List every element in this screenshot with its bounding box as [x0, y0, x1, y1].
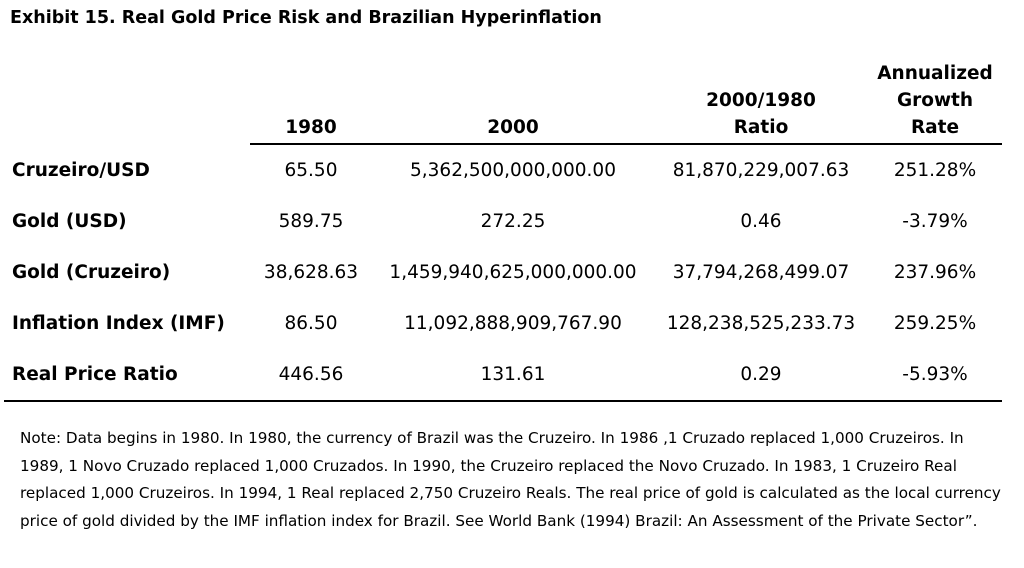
cell-growth: 251.28% — [893, 160, 977, 181]
cell-1980: 589.75 — [278, 211, 344, 232]
header-growth-line2: Growth — [896, 90, 974, 111]
cell-1980: 65.50 — [284, 160, 338, 181]
table-row: Inflation Index (IMF) 86.50 11,092,888,9… — [4, 298, 1002, 349]
header-growth-line3: Rate — [910, 117, 960, 138]
footnote: Note: Data begins in 1980. In 1980, the … — [20, 429, 1001, 530]
cell-ratio: 0.29 — [654, 349, 868, 402]
cell-2000: 131.61 — [372, 349, 654, 402]
row-label: Inflation Index (IMF) — [12, 313, 225, 334]
row-label: Cruzeiro/USD — [12, 159, 150, 181]
row-label: Real Price Ratio — [4, 349, 250, 402]
exhibit-table: 1980 2000 2000/1980 Ratio Annualized Gro… — [4, 60, 1002, 402]
cell-1980: 446.56 — [250, 349, 372, 402]
header-growth: Annualized Growth Rate — [868, 60, 1002, 145]
row-label: Gold (USD) — [12, 211, 127, 232]
table-row: Cruzeiro/USD 65.50 5,362,500,000,000.00 … — [4, 144, 1002, 196]
header-row: 1980 2000 2000/1980 Ratio Annualized Gro… — [4, 60, 1002, 145]
cell-growth: -5.93% — [868, 349, 1002, 402]
cell-ratio: 81,870,229,007.63 — [672, 160, 850, 181]
cell-1980: 38,628.63 — [263, 262, 359, 283]
table-row: Real Price Ratio 446.56 131.61 0.29 -5.9… — [4, 349, 1002, 402]
cell-ratio: 128,238,525,233.73 — [666, 313, 856, 334]
table-row: Gold (USD) 589.75 272.25 0.46 -3.79% — [4, 196, 1002, 247]
header-blank-cell — [4, 60, 250, 144]
header-2000-label: 2000 — [487, 117, 539, 138]
cell-2000: 272.25 — [480, 211, 546, 232]
cell-ratio: 37,794,268,499.07 — [672, 262, 850, 283]
cell-growth: 237.96% — [893, 262, 977, 283]
table-body: Cruzeiro/USD 65.50 5,362,500,000,000.00 … — [4, 144, 1002, 402]
header-1980: 1980 — [250, 60, 372, 145]
header-1980-label: 1980 — [285, 117, 337, 138]
cell-2000: 1,459,940,625,000,000.00 — [389, 262, 637, 283]
exhibit-title: Exhibit 15. Real Gold Price Risk and Bra… — [10, 8, 602, 28]
header-ratio-line2: Ratio — [733, 117, 789, 138]
header-ratio: 2000/1980 Ratio — [654, 60, 868, 145]
table-header: 1980 2000 2000/1980 Ratio Annualized Gro… — [4, 60, 1002, 145]
cell-2000: 5,362,500,000,000.00 — [410, 160, 616, 181]
cell-growth: -3.79% — [902, 211, 968, 232]
cell-2000: 11,092,888,909,767.90 — [404, 313, 622, 334]
table-row: Gold (Cruzeiro) 38,628.63 1,459,940,625,… — [4, 247, 1002, 298]
row-label: Gold (Cruzeiro) — [12, 262, 171, 283]
cell-growth: 259.25% — [893, 313, 977, 334]
header-2000: 2000 — [372, 60, 654, 145]
cell-1980: 86.50 — [284, 313, 338, 334]
header-growth-line1: Annualized — [877, 63, 993, 84]
cell-ratio: 0.46 — [740, 211, 782, 232]
header-ratio-line1: 2000/1980 — [706, 90, 816, 111]
